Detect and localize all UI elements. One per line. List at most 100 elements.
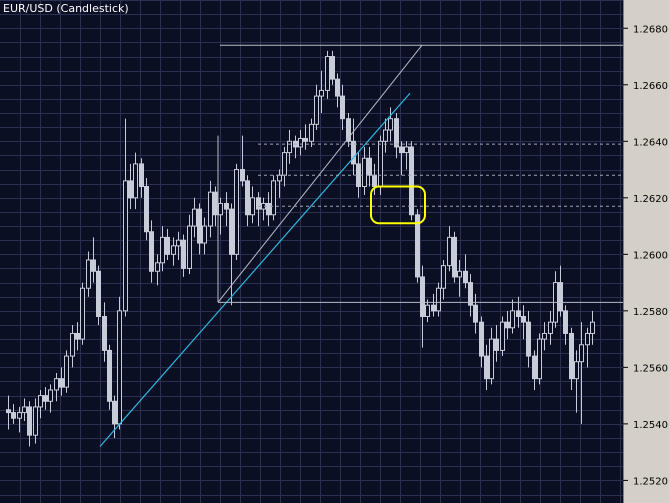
candle-body-up <box>574 361 579 380</box>
candle-body-up <box>160 236 165 264</box>
candle-body-down <box>303 137 308 142</box>
candle-body-up <box>277 174 282 182</box>
candle-body-up <box>325 56 330 91</box>
candle-body-up <box>17 412 22 419</box>
price-tick-label: 1.2600 <box>633 250 668 261</box>
candle-body-down <box>229 208 234 255</box>
highlight-circle <box>370 185 426 225</box>
price-axis[interactable] <box>623 0 669 503</box>
candle-body-up <box>378 140 383 188</box>
candle-body-up <box>234 169 239 255</box>
price-ticks: 1.2520 1.2540 1.2560 1.2580 1.2600 1.2620 1.26… <box>623 24 668 487</box>
candle-body-up <box>489 338 494 380</box>
drawings <box>99 44 623 447</box>
candle-body-down <box>330 56 335 80</box>
candle-body-down <box>420 276 425 317</box>
candle-body-up <box>500 321 505 351</box>
candle-body-up <box>271 180 276 216</box>
candle-body-down <box>505 321 510 329</box>
candle-body-down <box>563 310 568 334</box>
candle-body-down <box>75 332 80 340</box>
candle-body-up <box>548 321 553 334</box>
candle-body-down <box>6 409 11 414</box>
candle-body-up <box>287 140 292 154</box>
candle-body-down <box>27 406 32 436</box>
candle-body-down <box>240 169 245 182</box>
candle-body-down <box>43 395 48 402</box>
candle-body-down <box>107 349 112 402</box>
candle-body-down <box>526 321 531 357</box>
candle-body-up <box>38 395 43 408</box>
candle-body-up <box>425 304 430 317</box>
candle-body-up <box>537 338 542 380</box>
candle-body-down <box>346 118 351 142</box>
chart-title: EUR/USD (Candlestick) <box>3 2 129 15</box>
candle-body-down <box>431 304 436 312</box>
candle-body-down <box>351 140 356 165</box>
candle-body-up <box>48 389 53 402</box>
candle-body-up <box>80 287 85 340</box>
candle-body-down <box>112 400 117 425</box>
price-tick-label: 1.2640 <box>633 137 668 148</box>
candle-body-down <box>335 78 340 97</box>
candle-body-up <box>314 95 319 125</box>
chart-area[interactable] <box>0 0 623 503</box>
candle-body-down <box>266 202 271 216</box>
candle-body-up <box>192 208 197 227</box>
price-tick-label: 1.2660 <box>633 81 668 92</box>
candle-body-down <box>213 191 218 216</box>
candle-body-up <box>579 344 584 363</box>
candle-body-down <box>532 355 537 380</box>
candle-body-up <box>436 287 441 312</box>
candle-body-down <box>256 197 261 210</box>
candle-body-down <box>224 202 229 210</box>
candle-body-down <box>494 338 499 351</box>
candle-body-down <box>473 304 478 323</box>
candle-body-up <box>388 118 393 131</box>
candle-body-up <box>218 202 223 216</box>
candle-body-down <box>197 208 202 244</box>
candle-body-down <box>415 214 420 278</box>
candle-body-down <box>394 118 399 148</box>
candle-body-down <box>91 259 96 272</box>
candle-body-up <box>171 245 176 255</box>
price-tick-label: 1.2540 <box>633 420 668 431</box>
candle-body-down <box>128 180 133 199</box>
candle-body-up <box>441 265 446 289</box>
candle-body-up <box>447 236 452 267</box>
candle-body-down <box>144 186 149 233</box>
candle-body-down <box>479 321 484 357</box>
candle-body-down <box>484 355 489 380</box>
candle-body-up <box>33 406 38 436</box>
trend-line-white <box>217 44 423 303</box>
candle-body-up <box>208 191 213 227</box>
candle-body-up <box>176 239 181 247</box>
candle-body-up <box>585 332 590 346</box>
candle-body-up <box>117 310 122 425</box>
candle-body-up <box>54 378 59 391</box>
candle-body-up <box>22 406 27 414</box>
candle-body-up <box>404 146 409 154</box>
candle-body-up <box>250 197 255 216</box>
price-tick-label: 1.2580 <box>633 307 668 318</box>
candle-body-down <box>372 174 377 188</box>
candle-body-up <box>282 152 287 176</box>
price-tick-label: 1.2680 <box>633 24 668 35</box>
candle-body-up <box>70 332 75 357</box>
candle-body-down <box>11 412 16 419</box>
price-tick-label: 1.2560 <box>633 363 668 374</box>
candle-body-up <box>542 332 547 340</box>
candle-body-down <box>181 239 186 269</box>
candle-body-down <box>356 163 361 188</box>
candle-body-down <box>245 180 250 216</box>
trend-line-blue <box>99 92 411 447</box>
candle-body-down <box>102 315 107 351</box>
candle-body-down <box>399 146 404 154</box>
candle-body-up <box>64 355 69 388</box>
candle-body-down <box>452 236 457 278</box>
candle-body-up <box>590 321 595 334</box>
candle-body-down <box>96 270 101 317</box>
candle-body-down <box>139 163 144 188</box>
